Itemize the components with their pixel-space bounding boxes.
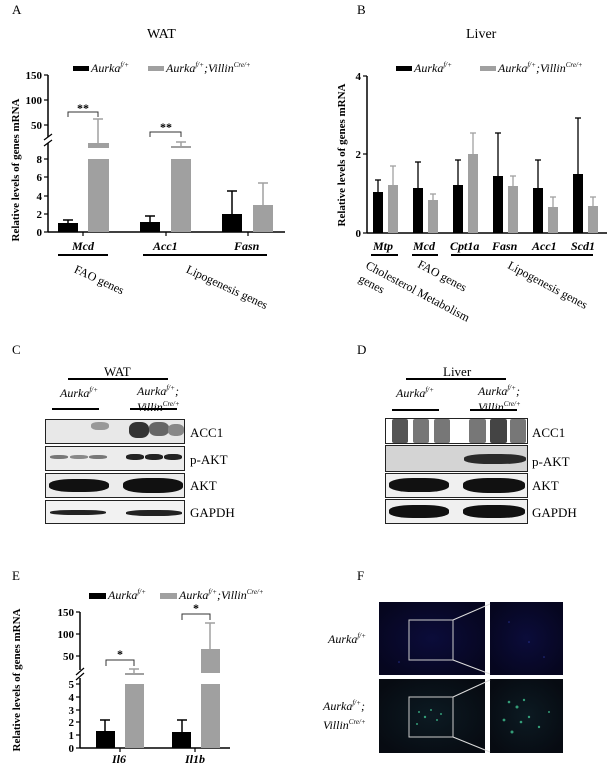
svg-text:*: * (193, 601, 199, 615)
svg-text:0: 0 (356, 228, 362, 240)
xlabel-b-scd1: Scd1 (571, 239, 595, 253)
xlabel-a-acc1: Acc1 (153, 239, 178, 253)
legend-b-ctrl: Aurkaf/+ (414, 61, 452, 75)
svg-text:50: 50 (63, 651, 75, 663)
panel-letter-a: A (12, 2, 22, 17)
panel-c-title: WAT (104, 364, 131, 379)
blot-c-group-ctrl: Aurkaf/+ (60, 386, 98, 400)
blot-c-group-ko: Aurkaf/+; VillinCre/+ (137, 384, 180, 414)
blot-c-pakt (45, 446, 185, 471)
svg-text:Relative levels of genes mRNA: Relative levels of genes mRNA (10, 98, 22, 241)
svg-text:**: ** (77, 101, 89, 115)
legend-a-ko: Aurkaf/+;VillinCre/+ (166, 61, 251, 75)
panel-b-title: Liver (466, 27, 497, 42)
xlabel-a-fasn: Fasn (234, 239, 260, 253)
xlabel-b-mcd: Mcd (413, 239, 435, 253)
svg-text:50: 50 (31, 120, 43, 132)
svg-text:4: 4 (69, 692, 75, 704)
blot-c-acc1 (45, 419, 185, 444)
legend-a-ctrl: Aurkaf/+ (91, 61, 129, 75)
svg-text:2: 2 (356, 149, 362, 161)
legend-e-ko: Aurkaf/+;VillinCre/+ (179, 588, 264, 602)
xlabel-e-il1b: Il1b (185, 752, 206, 766)
panel-letter-d: D (357, 342, 367, 357)
xlabel-a-mcd: Mcd (72, 239, 94, 253)
blot-d-akt (385, 473, 528, 498)
legend-swatch-ko (148, 66, 164, 71)
blot-c-label-gapdh: GAPDH (190, 505, 235, 520)
img-ko-overview (379, 679, 485, 753)
svg-text:100: 100 (58, 629, 75, 641)
svg-text:150: 150 (26, 70, 43, 82)
img-f-row1-label: Aurkaf/+ (328, 632, 366, 646)
svg-text:100: 100 (26, 95, 43, 107)
svg-text:2: 2 (37, 209, 43, 221)
blot-c-label-pakt: p-AKT (190, 452, 228, 467)
xlabel-e-il6: Il6 (112, 752, 127, 766)
svg-text:6: 6 (37, 172, 43, 184)
svg-text:150: 150 (58, 607, 75, 619)
legend-b-ko: Aurkaf/+;VillinCre/+ (498, 61, 583, 75)
svg-text:8: 8 (37, 154, 43, 166)
blot-d-gapdh (385, 499, 528, 524)
xlabel-b-fasn: Fasn (492, 239, 518, 253)
blot-c-gapdh (45, 500, 185, 524)
blot-d-label-acc1: ACC1 (532, 425, 566, 440)
xlabel-b-cpt1a: Cpt1a (450, 239, 480, 253)
xlabel-b-acc1: Acc1 (532, 239, 557, 253)
img-ko-zoom (490, 679, 563, 753)
svg-text:0: 0 (69, 743, 75, 755)
svg-text:3: 3 (69, 705, 75, 717)
svg-text:4: 4 (356, 71, 362, 83)
svg-text:2: 2 (69, 717, 75, 729)
chart-b: 4 2 0 Relative levels of genes mRNA (336, 66, 607, 256)
svg-text:Relative levels of genes mRNA: Relative levels of genes mRNA (11, 608, 23, 751)
svg-text:0: 0 (37, 227, 43, 239)
blot-d-group-ctrl: Aurkaf/+ (396, 386, 434, 400)
panel-letter-b: B (357, 2, 366, 17)
panel-d-title: Liver (443, 364, 472, 379)
svg-text:4: 4 (37, 191, 43, 203)
svg-text:1: 1 (69, 730, 75, 742)
xlabel-b-mtp: Mtp (373, 239, 394, 253)
svg-text:**: ** (160, 120, 172, 134)
panel-letter-f: F (357, 568, 365, 583)
svg-text:5: 5 (69, 679, 75, 691)
blot-d-acc1 (385, 418, 528, 444)
blot-d-label-pakt: p-AKT (532, 454, 570, 469)
blot-d-label-akt: AKT (532, 478, 559, 493)
blot-d-label-gapdh: GAPDH (532, 505, 577, 520)
legend-swatch-ctrl (73, 66, 89, 71)
blot-d-pakt (385, 445, 528, 472)
img-f-row2-label: Aurkaf/+; VillinCre/+ (323, 699, 366, 732)
blot-c-akt (45, 473, 185, 498)
img-ctrl-zoom (490, 602, 563, 675)
blot-c-label-akt: AKT (190, 478, 217, 493)
svg-text:Relative levels of genes mRNA: Relative levels of genes mRNA (336, 83, 348, 226)
chart-a: 150 100 50 8 6 4 2 0 ** ** Relative levels of … (10, 66, 285, 256)
svg-text:*: * (117, 647, 123, 661)
panel-letter-e: E (12, 568, 20, 583)
panel-a-title: WAT (147, 27, 176, 42)
legend-e-ctrl: Aurkaf/+ (108, 588, 146, 602)
panel-letter-c: C (12, 342, 21, 357)
blot-c-label-acc1: ACC1 (190, 425, 224, 440)
fluorescence-images (379, 602, 563, 753)
